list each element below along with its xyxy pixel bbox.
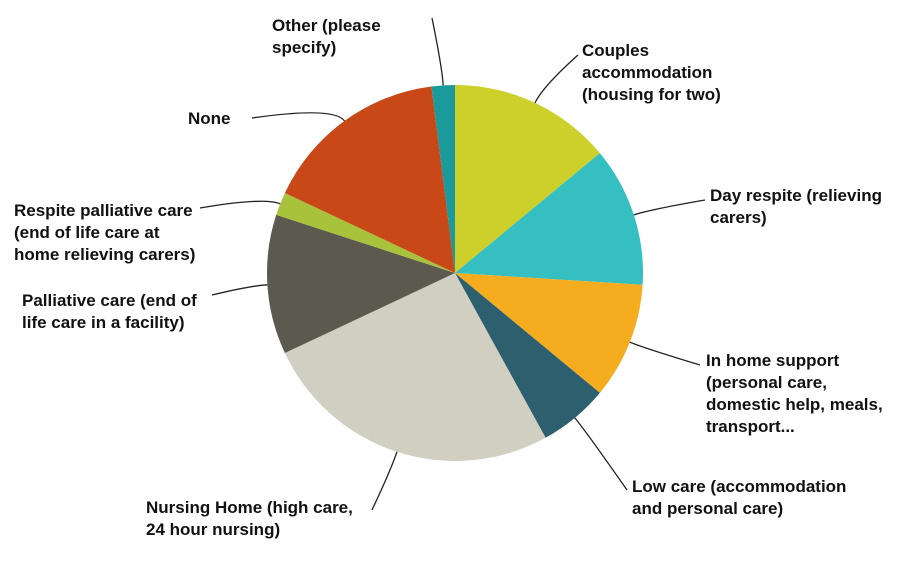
leader-line (199, 200, 281, 209)
slice-label: Nursing Home (high care, 24 hour nursing… (146, 498, 353, 539)
pie-slice (431, 85, 455, 273)
slice-label: Couples accommodation (housing for two) (582, 41, 721, 104)
leader-line (431, 17, 444, 86)
leader-line (211, 284, 268, 296)
pie-slice (267, 214, 455, 354)
slice-label: None (188, 109, 231, 128)
slice-label: Day respite (relieving carers) (710, 186, 882, 227)
slice-label: Palliative care (end of life care in a f… (22, 291, 197, 332)
pie-slice (455, 85, 600, 273)
leader-line (574, 417, 628, 491)
leader-line (534, 54, 579, 104)
leader-line (251, 112, 346, 122)
leader-line (633, 199, 706, 216)
leader-line (629, 341, 701, 366)
pie-slice (284, 273, 546, 462)
pie-slice (276, 192, 455, 273)
slice-label: In home support (personal care, domestic… (706, 351, 883, 436)
slice-label: Respite palliative care (end of life car… (14, 201, 196, 264)
pie-slice (455, 273, 643, 393)
slice-label: Low care (accommodation and personal car… (632, 477, 847, 518)
pie-slice (284, 86, 455, 273)
leader-line (371, 451, 398, 511)
slice-label: Other (please specify) (272, 16, 381, 57)
pie-slice (455, 153, 643, 285)
pie-slice (455, 273, 600, 438)
